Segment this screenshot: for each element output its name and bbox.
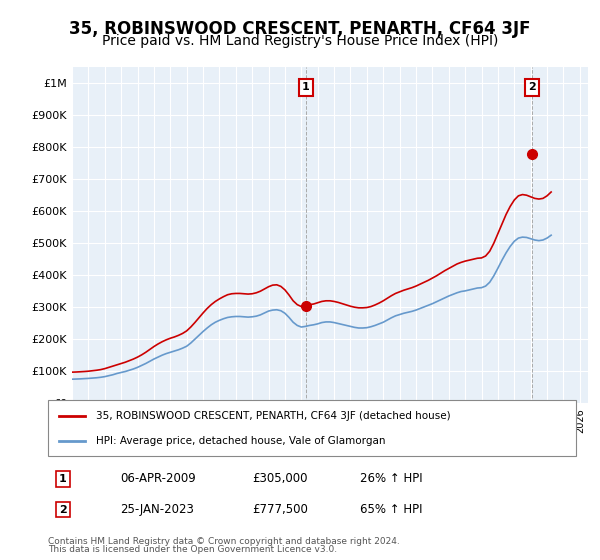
Text: 1: 1 [59,474,67,484]
Text: £777,500: £777,500 [252,503,308,516]
Text: 2: 2 [528,82,536,92]
FancyBboxPatch shape [48,400,576,456]
Text: 65% ↑ HPI: 65% ↑ HPI [360,503,422,516]
Text: £305,000: £305,000 [252,472,308,486]
Text: 35, ROBINSWOOD CRESCENT, PENARTH, CF64 3JF (detached house): 35, ROBINSWOOD CRESCENT, PENARTH, CF64 3… [95,411,450,421]
Text: 35, ROBINSWOOD CRESCENT, PENARTH, CF64 3JF: 35, ROBINSWOOD CRESCENT, PENARTH, CF64 3… [69,20,531,38]
Text: 1: 1 [302,82,310,92]
Text: 26% ↑ HPI: 26% ↑ HPI [360,472,422,486]
Text: Price paid vs. HM Land Registry's House Price Index (HPI): Price paid vs. HM Land Registry's House … [102,34,498,48]
Text: Contains HM Land Registry data © Crown copyright and database right 2024.: Contains HM Land Registry data © Crown c… [48,537,400,546]
Text: 25-JAN-2023: 25-JAN-2023 [120,503,194,516]
Text: 06-APR-2009: 06-APR-2009 [120,472,196,486]
Text: HPI: Average price, detached house, Vale of Glamorgan: HPI: Average price, detached house, Vale… [95,436,385,446]
Text: 2: 2 [59,505,67,515]
Text: This data is licensed under the Open Government Licence v3.0.: This data is licensed under the Open Gov… [48,545,337,554]
